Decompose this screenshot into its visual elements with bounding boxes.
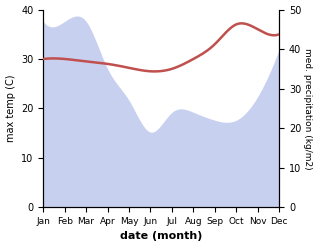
X-axis label: date (month): date (month) (120, 231, 203, 242)
Y-axis label: max temp (C): max temp (C) (5, 75, 16, 142)
Y-axis label: med. precipitation (kg/m2): med. precipitation (kg/m2) (303, 48, 313, 169)
